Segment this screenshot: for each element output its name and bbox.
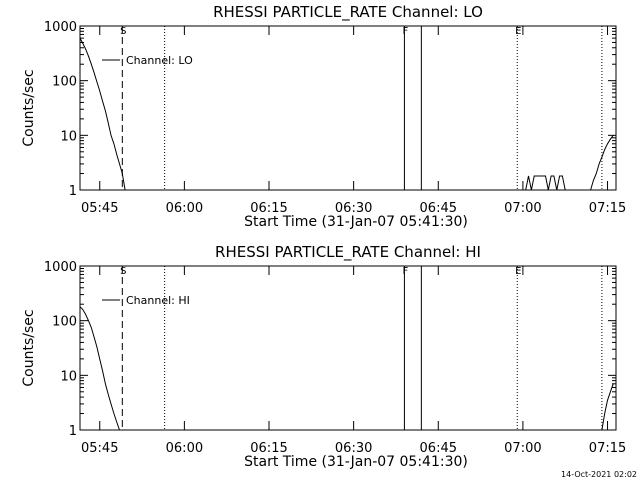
event-marker-label: S <box>120 26 126 37</box>
x-tick-label: 05:45 <box>81 441 118 456</box>
series-line <box>590 135 614 191</box>
x-tick-label: 07:00 <box>504 441 541 456</box>
event-marker-label: F <box>403 26 409 37</box>
y-axis-label: Counts/sec <box>21 309 37 386</box>
event-marker-label: F <box>403 266 409 277</box>
x-tick-label: 07:00 <box>504 201 541 216</box>
x-tick-label: 06:00 <box>166 441 203 456</box>
legend-entry: Channel: HI <box>126 294 190 307</box>
y-tick-label: 1000 <box>44 20 77 35</box>
y-tick-label: 100 <box>52 315 77 330</box>
chart-panel-1: RHESSI PARTICLE_RATE Channel: LO 1 10 100 10… <box>21 3 626 230</box>
x-tick-label: 06:30 <box>335 201 372 216</box>
chart-title: RHESSI PARTICLE_RATE Channel: LO <box>213 3 483 22</box>
y-tick-label: 1000 <box>44 260 77 275</box>
series-line <box>79 306 120 431</box>
plot-frame <box>79 265 617 431</box>
x-tick-label: 07:15 <box>589 201 626 216</box>
event-marker-label: S <box>120 266 126 277</box>
y-tick-label: 10 <box>60 129 77 144</box>
series-line <box>525 175 566 191</box>
footer-timestamp: 14-Oct-2021 02:02 <box>561 470 637 479</box>
plot-frame <box>79 25 617 191</box>
chart-title: RHESSI PARTICLE_RATE Channel: HI <box>215 243 481 262</box>
series-line <box>601 383 614 431</box>
x-tick-label: 06:00 <box>166 201 203 216</box>
x-tick-label: 06:45 <box>420 201 457 216</box>
y-tick-label: 10 <box>60 369 77 384</box>
chart-panel-2: RHESSI PARTICLE_RATE Channel: HI 1 10 100 10… <box>21 243 626 470</box>
x-tick-label: 06:15 <box>250 201 287 216</box>
y-tick-label: 1 <box>69 184 77 199</box>
y-axis-label: Counts/sec <box>21 69 37 146</box>
y-tick-label: 1 <box>69 424 77 439</box>
event-marker-label: E <box>515 266 521 277</box>
x-axis-label: Start Time (31-Jan-07 05:41:30) <box>244 214 468 230</box>
x-tick-label: 06:45 <box>420 441 457 456</box>
event-marker-label: E <box>515 26 521 37</box>
legend-entry: Channel: LO <box>126 54 193 67</box>
series-line <box>79 37 126 191</box>
y-tick-label: 100 <box>52 75 77 90</box>
x-tick-label: 07:15 <box>589 441 626 456</box>
x-tick-label: 05:45 <box>81 201 118 216</box>
x-axis-label: Start Time (31-Jan-07 05:41:30) <box>244 454 468 470</box>
x-tick-label: 06:30 <box>335 441 372 456</box>
x-tick-label: 06:15 <box>250 441 287 456</box>
